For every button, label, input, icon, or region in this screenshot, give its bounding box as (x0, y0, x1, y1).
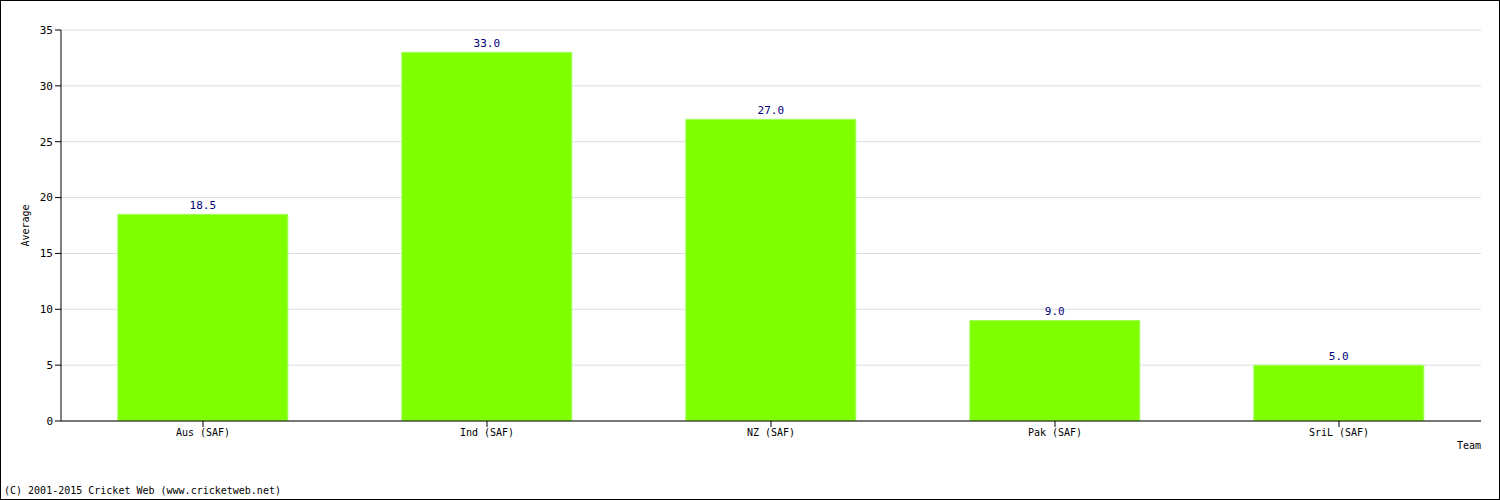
svg-text:18.5: 18.5 (190, 199, 217, 212)
svg-text:27.0: 27.0 (758, 104, 785, 117)
svg-text:SriL (SAF): SriL (SAF) (1309, 427, 1369, 438)
svg-text:Pak (SAF): Pak (SAF) (1028, 427, 1082, 438)
svg-text:15: 15 (40, 247, 53, 260)
svg-text:9.0: 9.0 (1045, 305, 1065, 318)
svg-text:Aus (SAF): Aus (SAF) (176, 427, 230, 438)
svg-text:35: 35 (40, 24, 53, 37)
svg-text:Average: Average (20, 204, 31, 246)
html-text:(C) 2001-2015 Cricket Web (www: (C) 2001-2015 Cricket Web (www.cricketwe… (4, 485, 281, 496)
svg-text:33.0: 33.0 (474, 37, 501, 50)
svg-text:5.0: 5.0 (1329, 350, 1349, 363)
svg-text:5: 5 (46, 359, 53, 372)
html-text:Team: Team (1456, 440, 1481, 451)
svg-text:25: 25 (40, 136, 53, 149)
svg-text:0: 0 (46, 415, 53, 428)
svg-text:Ind (SAF): Ind (SAF) (460, 427, 514, 438)
svg-text:NZ (SAF): NZ (SAF) (747, 427, 795, 438)
svg-text:10: 10 (40, 303, 53, 316)
svg-text:30: 30 (40, 80, 53, 93)
svg-text:20: 20 (40, 191, 53, 204)
